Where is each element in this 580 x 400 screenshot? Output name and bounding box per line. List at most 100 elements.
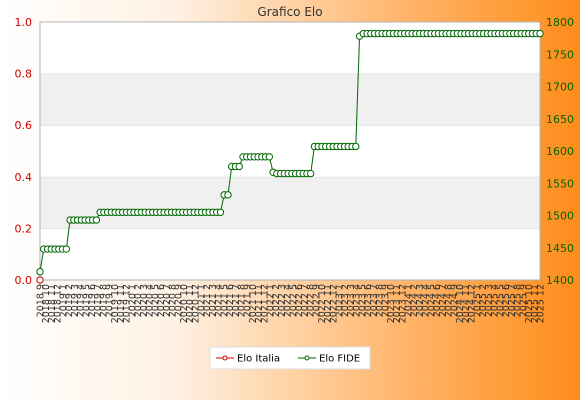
x-tick-label: 2022 7	[300, 284, 311, 317]
x-tick-label: 2022 10	[317, 284, 328, 323]
x-tick-label: 2019 2	[64, 284, 75, 317]
left-tick-label: 0.8	[15, 68, 33, 81]
x-tick-label: 2021 1	[196, 284, 207, 317]
x-tick-label: 2019 8	[99, 284, 110, 317]
data-point	[352, 142, 360, 151]
x-tick-label: 2019 5	[81, 284, 92, 317]
data-point	[92, 216, 101, 224]
x-tick-label: 2023 4	[352, 284, 363, 317]
x-tick-label: 2019 3	[70, 284, 81, 317]
x-tick-label: 2025 3	[484, 284, 495, 317]
x-tick-label: 2023 9	[380, 284, 391, 317]
right-tick-label: 1700	[546, 81, 574, 94]
x-tick-label: 2020 8	[168, 284, 179, 317]
left-tick-label: 0.0	[15, 274, 33, 287]
series-layer	[36, 29, 544, 284]
x-tick-label: 2022 3	[277, 284, 288, 317]
data-point	[306, 169, 315, 178]
right-tick-label: 1650	[546, 113, 574, 126]
right-tick-label: 1550	[546, 177, 574, 190]
x-tick-label: 2023 2	[340, 284, 351, 317]
x-tick-label: 2020 10	[179, 284, 190, 323]
x-tick-label: 2022 12	[329, 284, 340, 323]
left-tick-label: 0.6	[15, 119, 33, 132]
series-elo-fide	[36, 29, 544, 276]
grid-band	[40, 176, 540, 229]
x-tick-label: 2019 6	[87, 284, 98, 317]
x-tick-label: 2018 10	[41, 284, 52, 323]
legend-marker-fide	[304, 355, 310, 361]
x-tick-label: 2023 5	[357, 284, 368, 317]
x-tick-label: 2019 11	[116, 284, 127, 323]
x-tick-label: 2018 9	[36, 284, 47, 317]
x-tick-label: 2025 5	[495, 284, 506, 317]
x-tick-label: 2023 1	[334, 284, 345, 317]
x-tick-label: 2023 3	[346, 284, 357, 317]
legend-box	[209, 346, 371, 370]
x-tick-label: 2024 5	[426, 284, 437, 317]
x-tick-label: 2021 12	[260, 284, 271, 323]
left-tick-label: 1.0	[15, 16, 33, 29]
x-tick-label: 2024 1	[403, 284, 414, 317]
x-tick-label: 2023 10	[386, 284, 397, 323]
x-tick-label: 2021 2	[202, 284, 213, 317]
legend-label-fide: Elo FIDE	[319, 354, 360, 365]
x-tick-label: 2025 10	[524, 284, 535, 323]
grid-band	[40, 228, 540, 280]
x-tick-label: 2021 6	[225, 284, 236, 317]
left-tick-label: 0.2	[15, 222, 33, 235]
right-tick-label: 1750	[546, 48, 574, 61]
x-tick-label: 2020 5	[150, 284, 161, 317]
legend-marker-italia	[222, 355, 228, 361]
x-tick-label: 2020 11	[185, 284, 196, 323]
right-tick-label: 1450	[546, 242, 574, 255]
right-tick-label: 1800	[546, 16, 574, 29]
x-tick-label: 2019 1	[58, 284, 69, 317]
x-tick-label: 2018 12	[53, 284, 64, 323]
data-point	[36, 267, 44, 276]
x-tick-label: 2024 9	[449, 284, 460, 317]
grid-band	[40, 73, 540, 126]
legend: Elo Italia Elo FIDE	[209, 346, 371, 370]
x-tick-label: 2024 2	[409, 284, 420, 317]
data-point	[224, 191, 232, 199]
x-tick-label: 2021 5	[219, 284, 230, 317]
x-tick-label: 2021 7	[231, 284, 242, 317]
x-tick-label: 2020 1	[127, 284, 138, 317]
x-tick-label: 2025 1	[472, 284, 483, 317]
x-tick-label: 2022 1	[265, 284, 276, 317]
chart-title: Grafico Elo	[257, 5, 322, 19]
series-elo-italia	[36, 276, 44, 284]
plot-bands	[40, 21, 540, 280]
x-tick-label: 2020 9	[173, 284, 184, 317]
x-tick-label: 2023 6	[363, 284, 374, 317]
data-point	[265, 153, 274, 161]
x-tick-label: 2021 8	[237, 284, 248, 317]
x-tick-label: 2023 7	[369, 284, 380, 317]
x-tick-label: 2019 12	[122, 284, 133, 323]
x-tick-label: 2019 9	[104, 284, 115, 317]
data-point	[235, 162, 243, 171]
x-tick-label: 2022 9	[311, 284, 322, 317]
x-tick-label: 2022 4	[283, 284, 294, 317]
left-tick-label: 0.4	[15, 171, 33, 184]
right-tick-label: 1400	[546, 274, 574, 287]
x-tick-label: 2024 11	[461, 284, 472, 323]
x-tick-label: 2022 5	[288, 284, 299, 317]
data-point	[536, 29, 544, 38]
x-tick-label: 2020 3	[139, 284, 150, 317]
x-tick-label: 2023 11	[392, 284, 403, 323]
x-tick-label: 2024 7	[438, 284, 449, 317]
x-tick-label: 2021 10	[248, 284, 259, 323]
x-tick-label: 2024 3	[415, 284, 426, 317]
x-tick-label: 2024 6	[432, 284, 443, 317]
x-tick-label: 2020 2	[133, 284, 144, 317]
legend-label-italia: Elo Italia	[237, 354, 280, 365]
x-tick-label: 2019 4	[76, 284, 87, 317]
x-tick-label: 2024 8	[444, 284, 455, 317]
x-tick-label: 2024 12	[467, 284, 478, 323]
grid-band	[40, 125, 540, 177]
x-tick-label: 2019 7	[93, 284, 104, 317]
data-point	[216, 208, 225, 216]
x-tick-label: 2022 6	[294, 284, 305, 317]
